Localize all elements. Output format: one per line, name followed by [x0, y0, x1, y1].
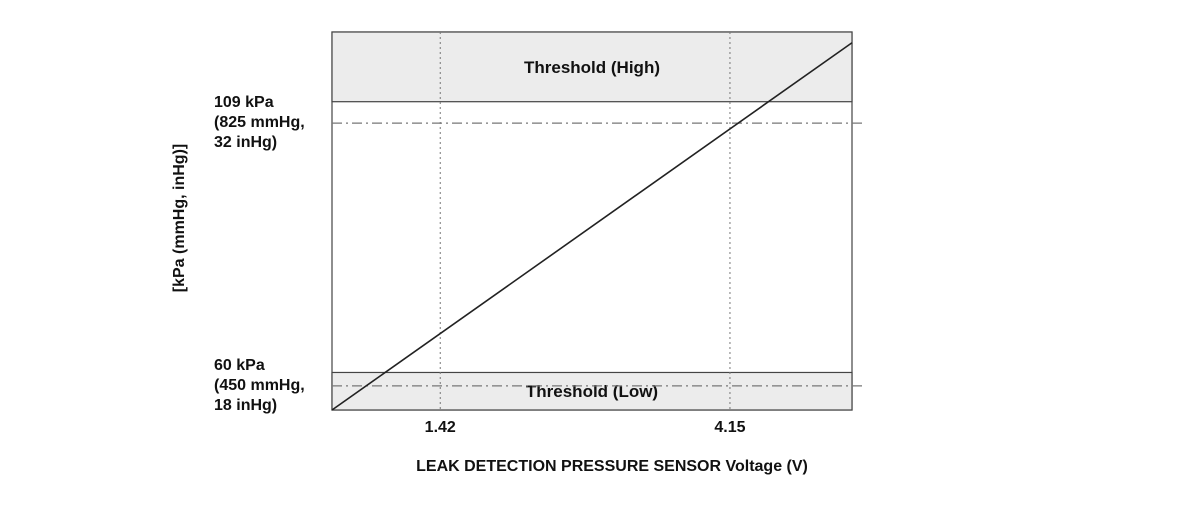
threshold-low-band	[331, 371, 853, 411]
y-tick-label-60-kpa: 60 kPa (450 mmHg, 18 inHg)	[214, 357, 309, 414]
y-tick-line: 60 kPa	[214, 357, 265, 374]
x-tick-label-1-42: 1.42	[425, 419, 456, 436]
y-tick-line: 18 inHg)	[214, 397, 277, 414]
sensor-characteristic-line	[331, 42, 853, 411]
y-tick-line: 109 kPa	[214, 94, 274, 111]
y-tick-line: 32 inHg)	[214, 134, 277, 151]
threshold-high-label: Threshold (High)	[524, 58, 660, 77]
x-axis-label: LEAK DETECTION PRESSURE SENSOR Voltage (…	[416, 458, 808, 475]
y-tick-label-109-kpa: 109 kPa (825 mmHg, 32 inHg)	[214, 94, 309, 151]
x-tick-labels: 1.42 4.15	[425, 419, 746, 436]
reference-lines	[332, 32, 862, 410]
y-tick-labels: 109 kPa (825 mmHg, 32 inHg) 60 kPa (450 …	[214, 94, 309, 414]
threshold-low-label: Threshold (Low)	[526, 382, 658, 401]
y-tick-line: (450 mmHg,	[214, 377, 305, 394]
threshold-bands: Threshold (High) Threshold (Low)	[331, 31, 853, 411]
x-tick-label-4-15: 4.15	[714, 419, 745, 436]
y-tick-line: (825 mmHg,	[214, 114, 305, 131]
y-axis-label: [kPa (mmHg, inHg)]	[171, 144, 188, 292]
threshold-high-band	[331, 31, 853, 103]
